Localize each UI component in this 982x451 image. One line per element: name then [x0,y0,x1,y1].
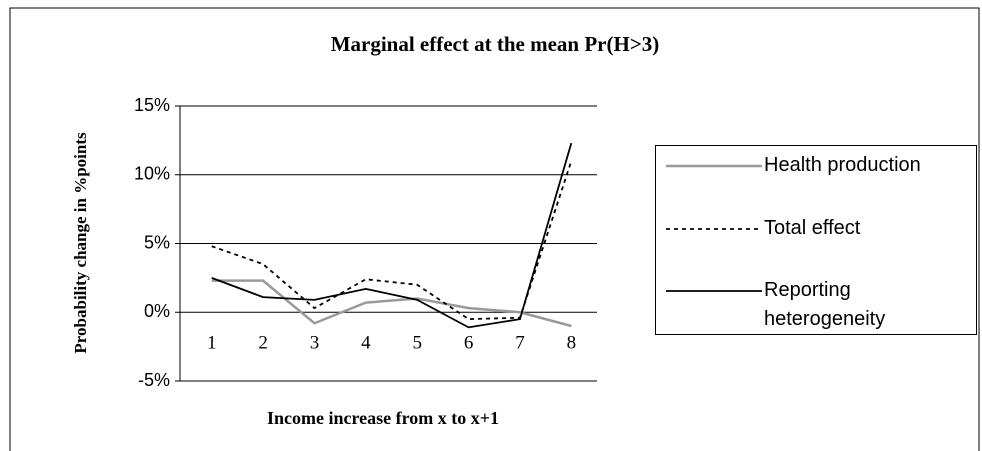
legend-swatch [666,164,762,168]
series-line [211,160,573,321]
legend-item: Reporting heterogeneity [656,276,976,336]
x-tick-label: 4 [361,332,371,353]
y-tick-label: 10% [134,164,170,184]
legend-label: Health production [764,154,921,176]
y-tick-label: -5% [138,370,170,390]
y-axis-title: Probability change in %points [71,132,90,354]
legend-swatch [666,228,762,230]
series-line [211,279,572,328]
x-tick-label: 7 [515,332,525,353]
x-tick-label: 6 [464,332,474,353]
series-line [211,142,573,329]
legend-label: Reporting heterogeneity [764,279,886,330]
legend-item: Health production [656,151,976,211]
x-tick-label: 8 [567,332,577,353]
y-tick-label: 0% [144,301,170,321]
x-tick-label: 1 [207,332,217,353]
y-tick-label: 5% [144,232,170,252]
x-tick-label: 2 [258,332,268,353]
legend-item: Total effect [656,214,976,274]
x-axis-title: Income increase from x to x+1 [267,408,499,428]
legend-swatch [666,290,762,292]
y-tick-label: 15% [134,95,170,115]
x-tick-label: 3 [310,332,320,353]
x-tick-label: 5 [412,332,422,353]
legend-label: Total effect [764,217,861,239]
chart-title: Marginal effect at the mean Pr(H>3) [331,32,660,56]
legend: Health production Total effect Reporting h… [655,145,977,335]
